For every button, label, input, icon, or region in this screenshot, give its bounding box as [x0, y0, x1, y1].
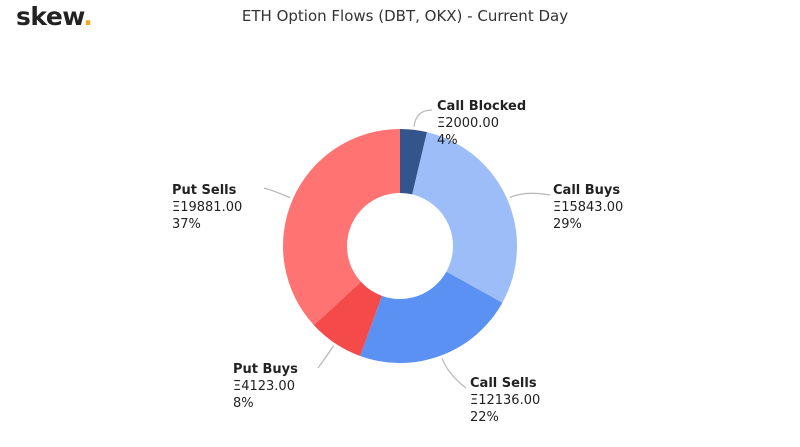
slice-name: Call Sells: [470, 376, 537, 391]
slice-call-blocked[interactable]: [400, 129, 427, 195]
slice-pct: 4%: [437, 133, 458, 148]
connector-line: [413, 109, 433, 127]
skew-logo: skew.: [16, 2, 93, 31]
label-call-sells: Call Sells Ξ12136.00 22%: [470, 375, 540, 426]
label-call-buys: Call Buys Ξ15843.00 29%: [553, 182, 623, 233]
slice-value: Ξ19881.00: [172, 200, 243, 215]
slice-value: Ξ15843.00: [553, 200, 624, 215]
connector-line: [509, 192, 551, 199]
slice-value: Ξ2000.00: [437, 116, 499, 131]
slice-name: Put Sells: [172, 183, 237, 198]
connector-line: [263, 187, 291, 199]
label-put-sells: Put Sells Ξ19881.00 37%: [172, 182, 242, 233]
slice-call-buys[interactable]: [412, 132, 517, 303]
slice-put-sells[interactable]: [282, 129, 400, 326]
slice-value: Ξ4123.00: [233, 379, 295, 394]
slice-value: Ξ12136.00: [470, 393, 541, 408]
label-call-blocked: Call Blocked Ξ2000.00 4%: [437, 98, 526, 149]
chart-title: ETH Option Flows (DBT, OKX) - Current Da…: [241, 7, 569, 25]
slice-put-buys[interactable]: [313, 281, 382, 356]
logo-text: skew: [16, 2, 84, 31]
slice-pct: 22%: [470, 410, 499, 425]
logo-dot: .: [83, 2, 93, 31]
slice-call-sells[interactable]: [360, 271, 503, 363]
connector-line: [317, 345, 335, 369]
slice-name: Put Buys: [233, 362, 298, 377]
slice-name: Call Buys: [553, 183, 621, 198]
label-put-buys: Put Buys Ξ4123.00 8%: [233, 361, 298, 412]
slice-pct: 37%: [172, 217, 201, 232]
slice-pct: 29%: [553, 217, 582, 232]
connector-line: [441, 358, 467, 389]
slice-pct: 8%: [233, 396, 254, 411]
slice-name: Call Blocked: [437, 99, 527, 114]
